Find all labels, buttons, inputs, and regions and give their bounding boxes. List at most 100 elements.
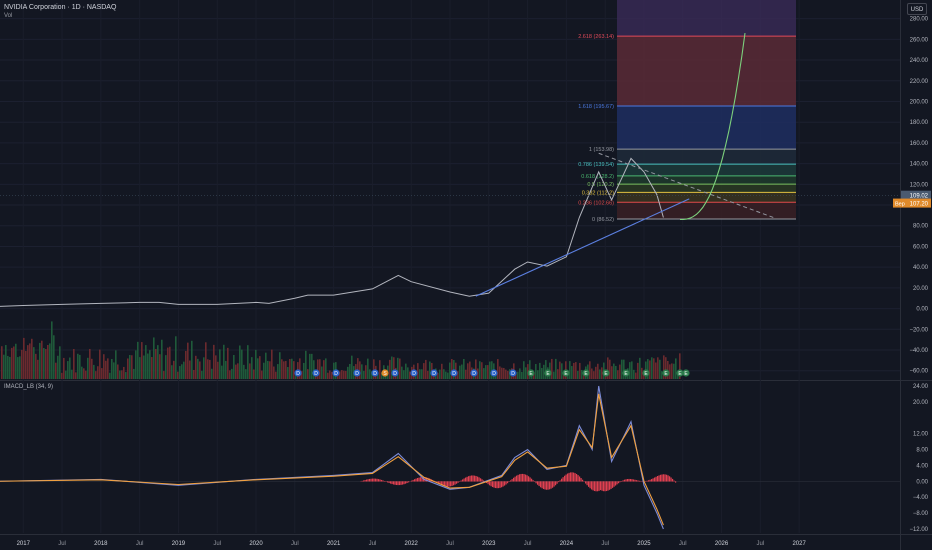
volume-bar	[319, 359, 321, 379]
macd-histogram-bar	[634, 479, 636, 482]
volume-bar	[507, 370, 509, 379]
y-tick-label: −20.00	[909, 327, 928, 333]
macd-histogram-bar	[486, 481, 488, 484]
macd-histogram-bar	[672, 478, 674, 482]
macd-histogram-bar	[597, 481, 599, 492]
volume-bar	[443, 369, 445, 379]
volume-bar	[329, 370, 331, 379]
volume-bar	[87, 357, 89, 379]
macd-histogram-bar	[511, 479, 513, 482]
volume-bar	[273, 366, 275, 379]
volume-bar	[233, 355, 235, 379]
volume-bar	[391, 356, 393, 379]
macd-histogram-bar	[403, 481, 405, 485]
x-tick-label: Jul	[446, 541, 454, 547]
event-marker: E	[676, 369, 684, 377]
event-marker: E	[562, 369, 570, 377]
volume-bar	[201, 370, 203, 379]
macd-histogram-bar	[517, 474, 519, 482]
volume-bar	[51, 321, 53, 379]
macd-histogram-bar	[393, 481, 395, 485]
macd-histogram-bar	[646, 480, 648, 482]
symbol-title[interactable]: NVIDIA Corporation · 1D · NASDAQ	[4, 4, 117, 11]
last-price-value: 109.02	[910, 194, 929, 200]
macd-histogram-bar	[373, 478, 375, 482]
macd-histogram-bar	[547, 481, 549, 490]
x-tick-label: 2022	[405, 541, 419, 547]
macd-y-tick-label: 20.00	[913, 400, 929, 406]
macd-histogram-bar	[421, 477, 423, 482]
macd-histogram-bar	[444, 481, 446, 487]
macd-histogram-bar	[493, 481, 495, 488]
x-tick-label: Jul	[679, 541, 687, 547]
macd-histogram-bar	[625, 479, 627, 482]
macd-histogram-bar	[456, 481, 458, 484]
macd-histogram-bar	[460, 480, 462, 482]
volume-bar	[291, 358, 293, 379]
macd-histogram-bar	[525, 474, 527, 482]
event-marker: S	[381, 369, 389, 377]
macd-histogram-bar	[664, 474, 666, 482]
event-marker-dot	[490, 369, 498, 377]
volume-bar	[461, 364, 463, 379]
macd-histogram-bar	[567, 473, 569, 482]
volume-bar	[161, 339, 163, 379]
macd-histogram-bar	[658, 475, 660, 482]
y-tick-label: 260.00	[910, 37, 929, 43]
macd-histogram-bar	[375, 478, 377, 482]
macd-histogram-bar	[603, 481, 605, 492]
volume-label[interactable]: Vol	[4, 13, 13, 19]
volume-bar	[135, 350, 137, 379]
macd-histogram-bar	[675, 481, 677, 483]
event-marker-label: E	[624, 371, 628, 377]
volume-bar	[115, 350, 117, 379]
macd-histogram-bar	[465, 477, 467, 482]
volume-bar	[309, 353, 311, 379]
macd-histogram-bar	[546, 481, 548, 490]
volume-bar	[647, 359, 649, 379]
macd-histogram-bar	[663, 474, 665, 482]
x-tick-label: Jul	[213, 541, 221, 547]
macd-histogram-bar	[670, 477, 672, 482]
macd-histogram-bar	[382, 480, 384, 482]
volume-bar	[551, 358, 553, 379]
volume-bar	[633, 369, 635, 379]
macd-histogram-bar	[607, 481, 609, 491]
volume-bar	[177, 371, 179, 379]
volume-bar	[601, 367, 603, 379]
volume-bar	[187, 342, 189, 379]
macd-histogram-bar	[439, 481, 441, 485]
volume-bar	[209, 359, 211, 379]
volume-bar	[419, 369, 421, 379]
volume-bar	[193, 369, 195, 379]
macd-histogram-bar	[454, 481, 456, 485]
volume-bar	[637, 362, 639, 379]
event-marker-dot	[371, 369, 379, 377]
macd-histogram-bar	[523, 474, 525, 482]
volume-bar	[617, 370, 619, 379]
volume-bar	[59, 346, 61, 379]
macd-histogram-bar	[483, 480, 485, 482]
macd-histogram-bar	[463, 478, 465, 482]
x-tick-label: Jul	[601, 541, 609, 547]
macd-histogram-bar	[466, 476, 468, 482]
event-marker-dot	[562, 369, 570, 377]
event-marker-label: D	[373, 371, 377, 377]
y-tick-label: 180.00	[910, 120, 929, 126]
volume-bar	[185, 350, 187, 379]
macd-histogram-bar	[457, 481, 459, 483]
volume-bar	[41, 340, 43, 379]
volume-bar	[639, 357, 641, 379]
currency-button[interactable]: USD	[907, 3, 927, 15]
volume-bar	[615, 365, 617, 379]
volume-bar	[675, 358, 677, 379]
macd-histogram-bar	[666, 474, 668, 482]
volume-bar	[535, 363, 537, 379]
volume-bar	[367, 358, 369, 379]
indicator-label[interactable]: IMACD_LB (34, 9)	[4, 384, 54, 390]
event-marker-label: E	[644, 371, 648, 377]
volume-bar	[207, 359, 209, 379]
event-marker-dot	[602, 369, 610, 377]
volume-bar	[75, 372, 77, 379]
